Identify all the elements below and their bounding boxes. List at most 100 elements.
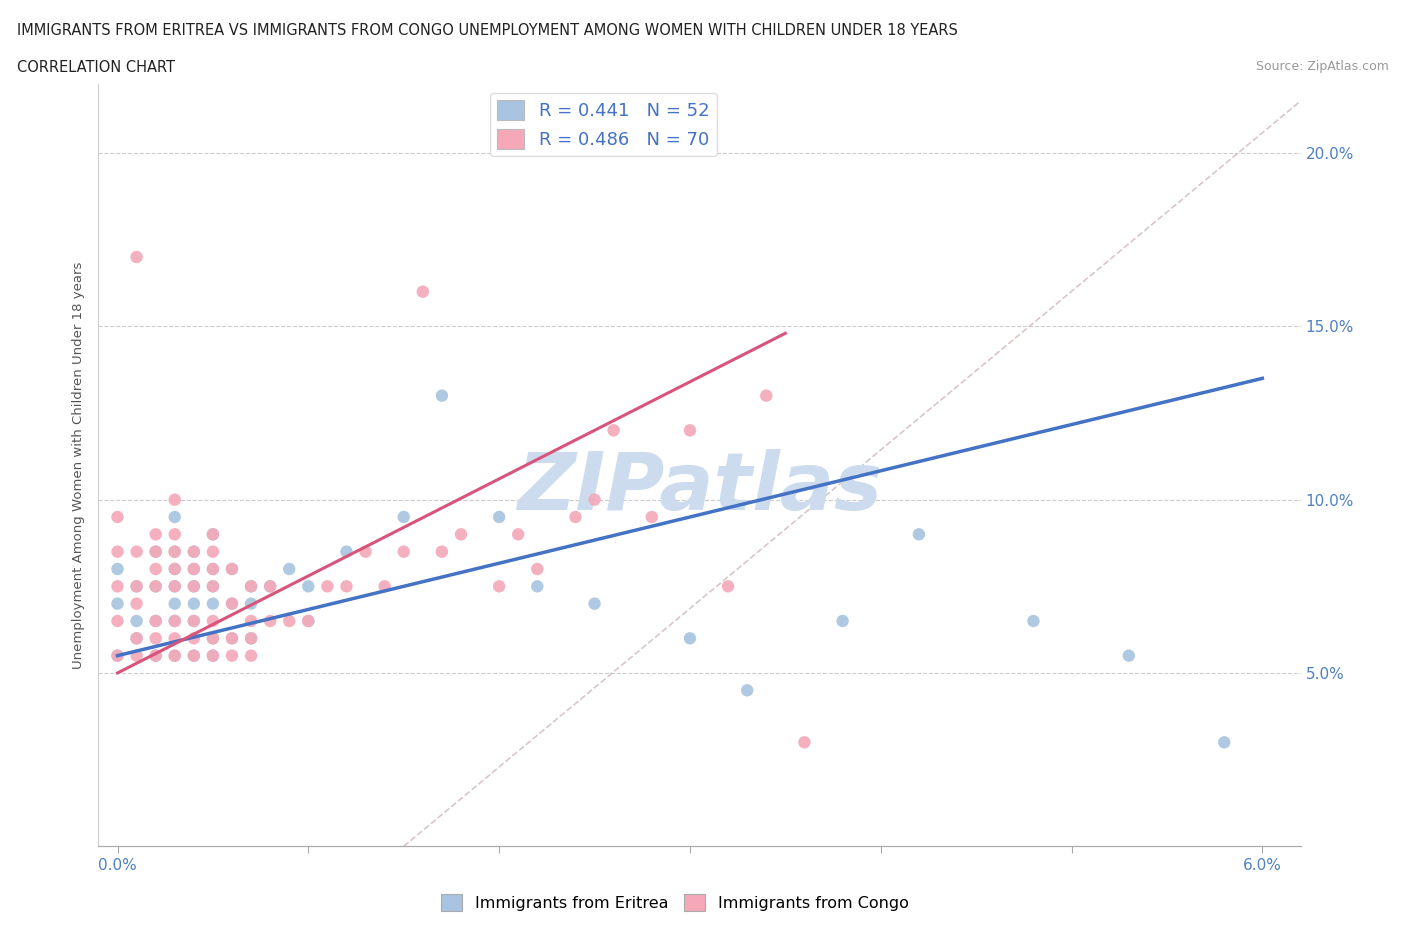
Point — [145, 544, 167, 559]
Point — [145, 648, 167, 663]
Point — [201, 562, 224, 577]
Point — [125, 631, 148, 645]
Point — [240, 631, 263, 645]
Y-axis label: Unemployment Among Women with Children Under 18 years: Unemployment Among Women with Children U… — [72, 261, 86, 669]
Point — [392, 544, 415, 559]
Point — [145, 544, 167, 559]
Point — [183, 578, 205, 593]
Point — [735, 683, 758, 698]
Point — [221, 631, 243, 645]
Point — [201, 578, 224, 593]
Point — [125, 596, 148, 611]
Point — [240, 596, 263, 611]
Point — [412, 285, 434, 299]
Point — [755, 388, 778, 403]
Point — [335, 544, 357, 559]
Point — [107, 648, 129, 663]
Text: ZIPatlas: ZIPatlas — [517, 449, 882, 527]
Point — [163, 614, 186, 629]
Point — [163, 648, 186, 663]
Point — [183, 614, 205, 629]
Point — [183, 614, 205, 629]
Point — [201, 527, 224, 542]
Point — [125, 614, 148, 629]
Point — [201, 562, 224, 577]
Point — [183, 648, 205, 663]
Point — [240, 648, 263, 663]
Point — [163, 527, 186, 542]
Point — [221, 648, 243, 663]
Point — [201, 544, 224, 559]
Point — [679, 631, 702, 645]
Point — [163, 562, 186, 577]
Point — [679, 423, 702, 438]
Point — [488, 578, 510, 593]
Point — [641, 510, 664, 525]
Point — [240, 578, 263, 593]
Point — [583, 596, 606, 611]
Point — [908, 527, 931, 542]
Point — [183, 562, 205, 577]
Point — [163, 596, 186, 611]
Point — [145, 648, 167, 663]
Point — [163, 578, 186, 593]
Point — [163, 544, 186, 559]
Point — [526, 562, 548, 577]
Point — [430, 544, 453, 559]
Point — [221, 596, 243, 611]
Point — [125, 544, 148, 559]
Point — [201, 596, 224, 611]
Point — [1022, 614, 1045, 629]
Legend: Immigrants from Eritrea, Immigrants from Congo: Immigrants from Eritrea, Immigrants from… — [434, 888, 915, 917]
Point — [259, 578, 281, 593]
Point — [374, 578, 396, 593]
Point — [508, 527, 530, 542]
Point — [145, 631, 167, 645]
Point — [183, 648, 205, 663]
Point — [107, 544, 129, 559]
Point — [221, 631, 243, 645]
Point — [107, 596, 129, 611]
Text: Source: ZipAtlas.com: Source: ZipAtlas.com — [1256, 60, 1389, 73]
Point — [107, 614, 129, 629]
Point — [107, 510, 129, 525]
Point — [201, 631, 224, 645]
Point — [335, 578, 357, 593]
Text: CORRELATION CHART: CORRELATION CHART — [17, 60, 174, 75]
Point — [163, 562, 186, 577]
Point — [240, 578, 263, 593]
Point — [183, 578, 205, 593]
Point — [125, 249, 148, 264]
Point — [145, 614, 167, 629]
Point — [201, 527, 224, 542]
Point — [201, 648, 224, 663]
Point — [278, 614, 301, 629]
Point — [1118, 648, 1140, 663]
Point — [240, 614, 263, 629]
Point — [125, 648, 148, 663]
Point — [221, 562, 243, 577]
Point — [564, 510, 586, 525]
Point — [163, 544, 186, 559]
Point — [183, 596, 205, 611]
Point — [163, 648, 186, 663]
Legend: R = 0.441   N = 52, R = 0.486   N = 70: R = 0.441 N = 52, R = 0.486 N = 70 — [491, 93, 717, 156]
Point — [221, 596, 243, 611]
Point — [583, 492, 606, 507]
Point — [240, 631, 263, 645]
Point — [163, 631, 186, 645]
Point — [183, 631, 205, 645]
Point — [297, 614, 319, 629]
Point — [297, 578, 319, 593]
Point — [125, 578, 148, 593]
Point — [201, 648, 224, 663]
Point — [392, 510, 415, 525]
Point — [125, 578, 148, 593]
Text: IMMIGRANTS FROM ERITREA VS IMMIGRANTS FROM CONGO UNEMPLOYMENT AMONG WOMEN WITH C: IMMIGRANTS FROM ERITREA VS IMMIGRANTS FR… — [17, 23, 957, 38]
Point — [145, 527, 167, 542]
Point — [259, 614, 281, 629]
Point — [1213, 735, 1236, 750]
Point — [831, 614, 853, 629]
Point — [430, 388, 453, 403]
Point — [125, 631, 148, 645]
